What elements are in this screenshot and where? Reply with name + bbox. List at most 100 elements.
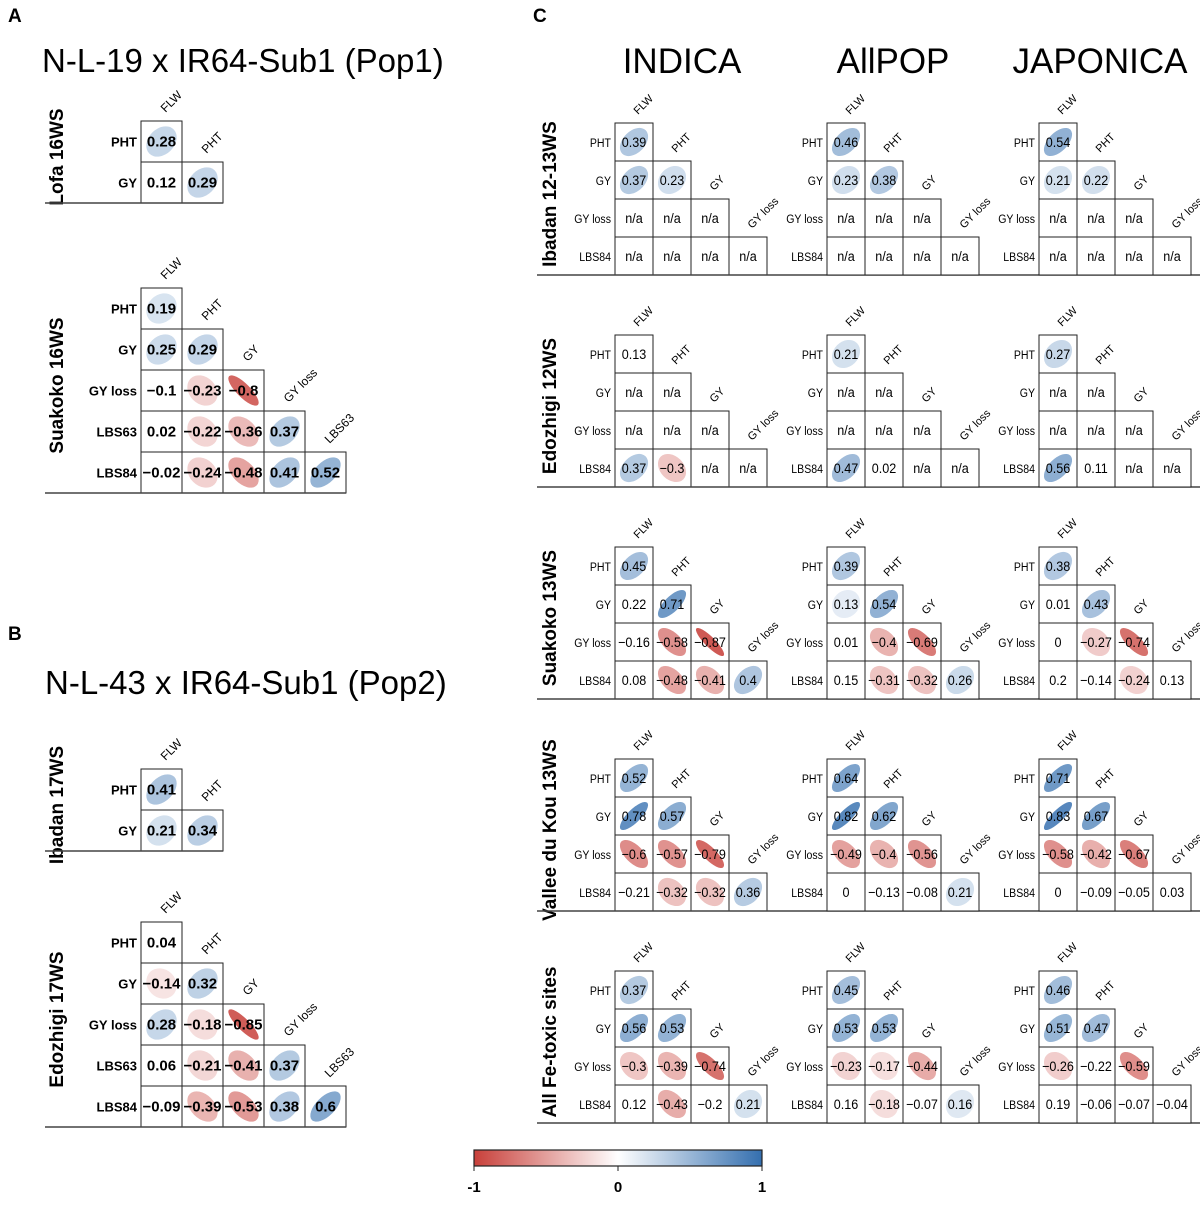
matrix-cell: 0.54 [864, 584, 904, 624]
cell-border [864, 198, 904, 238]
cell-border [1076, 372, 1116, 412]
correlation-ellipse [1119, 627, 1149, 657]
matrix-cell: −0.24 [181, 451, 224, 494]
cell-value: −0.74 [1118, 634, 1150, 650]
matrix-cell: n/a [864, 372, 904, 412]
cell-value: −0.3 [622, 1058, 647, 1074]
cell-value: −0.06 [1080, 1096, 1112, 1112]
cell-border [652, 236, 692, 276]
row-label: GY [118, 176, 137, 191]
matrix-cell: −0.59 [1114, 1046, 1154, 1086]
matrix-cell: 0.83 [1038, 796, 1078, 836]
correlation-matrix: PHT 0.28 GY 0.12 0.29 FLW PHT Lofa 16WS [45, 87, 226, 206]
correlation-ellipse [695, 1051, 725, 1081]
matrix-cell: −0.26 [1038, 1046, 1078, 1086]
correlation-ellipse [1043, 1051, 1073, 1081]
row-label: PHT [111, 936, 137, 951]
panel-b-letter: B [8, 624, 22, 645]
matrix-cell: n/a [902, 448, 942, 488]
row-label: GY loss [786, 1061, 823, 1074]
matrix-cell: −0.1 [140, 369, 183, 412]
cell-border [652, 372, 692, 412]
correlation-ellipse [1043, 127, 1073, 157]
cell-value: n/a [1125, 460, 1143, 476]
cell-value: 0.4 [739, 672, 757, 688]
cell-value: n/a [739, 460, 757, 476]
matrix-cell: −0.48 [652, 660, 692, 700]
row-label: LBS84 [791, 463, 823, 476]
correlation-ellipse [228, 457, 259, 488]
cell-value: 0.82 [834, 808, 858, 824]
cell-value: 0.71 [660, 596, 684, 612]
correlation-ellipse [146, 1009, 177, 1040]
cell-value: −0.49 [830, 846, 862, 862]
matrix-cell: −0.74 [1114, 622, 1154, 662]
site-label: All Fe-toxic sites [540, 967, 561, 1118]
site-label: Edozhigi 12WS [540, 338, 561, 474]
row-label: GY [596, 387, 612, 400]
matrix-cell: n/a [614, 372, 654, 412]
correlation-matrix: PHT 0.41 GY 0.21 0.34 FLW PHT Ibadan 17WS [45, 735, 226, 864]
row-label: PHT [111, 783, 137, 798]
cell-border [614, 584, 654, 624]
matrix-cell: −0.41 [222, 1044, 265, 1087]
correlation-ellipse [146, 968, 177, 999]
cell-value: 0.6 [315, 1099, 336, 1116]
matrix-cell: 0.02 [140, 410, 183, 453]
matrix-cell: −0.87 [690, 622, 730, 662]
correlation-ellipse [187, 968, 218, 999]
matrix-cell: −0.27 [1076, 622, 1116, 662]
site-label: Lofa 16WS [47, 108, 68, 205]
cell-value: −0.53 [225, 1099, 263, 1116]
matrix-cell: −0.43 [652, 1084, 692, 1124]
matrix-cell: 0.46 [826, 122, 866, 162]
cell-value: 0.13 [1160, 672, 1184, 688]
column-label: GY loss [1170, 619, 1200, 655]
correlation-matrix: PHT 0.46 GY 0.23 0.38 GY loss n/a n/a n/a LBS84 n/… [786, 92, 994, 276]
matrix-cell: −0.67 [1114, 834, 1154, 874]
row-label: GY [1020, 175, 1036, 188]
correlation-ellipse [1081, 589, 1111, 619]
cell-value: 0 [1054, 634, 1061, 650]
correlation-ellipse [831, 763, 861, 793]
matrix-cell: −0.39 [652, 1046, 692, 1086]
correlation-ellipse [657, 877, 687, 907]
site-label: Edozhigi 17WS [47, 951, 68, 1087]
cell-border [902, 448, 942, 488]
matrix-cell: 0.37 [614, 970, 654, 1010]
cell-value: 0.08 [622, 672, 646, 688]
column-label: GY [920, 809, 940, 829]
matrix-cell: 0.22 [614, 584, 654, 624]
cell-border [690, 236, 730, 276]
cell-value: −0.87 [694, 634, 726, 650]
correlation-ellipse [831, 801, 861, 831]
correlation-ellipse [657, 801, 687, 831]
correlation-ellipse [1081, 165, 1111, 195]
cell-value: 0.03 [1160, 884, 1184, 900]
matrix-cell: 0.45 [614, 546, 654, 586]
cell-value: 0.57 [660, 808, 684, 824]
cell-value: −0.4 [872, 634, 897, 650]
correlation-ellipse [1119, 1051, 1149, 1081]
column-label: FLW [158, 87, 186, 115]
cell-border [1152, 1084, 1192, 1124]
row-label: LBS84 [1003, 463, 1035, 476]
matrix-cell: 0.64 [826, 758, 866, 798]
matrix-cell: −0.31 [864, 660, 904, 700]
correlation-ellipse [269, 1050, 300, 1081]
cell-value: 0.21 [1046, 172, 1070, 188]
cell-value: n/a [1125, 422, 1143, 438]
correlation-ellipse [619, 1051, 649, 1081]
correlation-ellipse [310, 457, 341, 488]
column-label: PHT [670, 555, 694, 579]
correlation-ellipse [619, 127, 649, 157]
row-label: GY loss [574, 637, 611, 650]
matrix-cell: 0.62 [864, 796, 904, 836]
matrix-cell: n/a [652, 198, 692, 238]
matrix-cell: 0.11 [1076, 448, 1116, 488]
correlation-ellipse [831, 127, 861, 157]
matrix-cell: 0.53 [864, 1008, 904, 1048]
row-label: PHT [590, 985, 611, 998]
column-label: PHT [199, 129, 226, 156]
cell-value: n/a [739, 248, 757, 264]
